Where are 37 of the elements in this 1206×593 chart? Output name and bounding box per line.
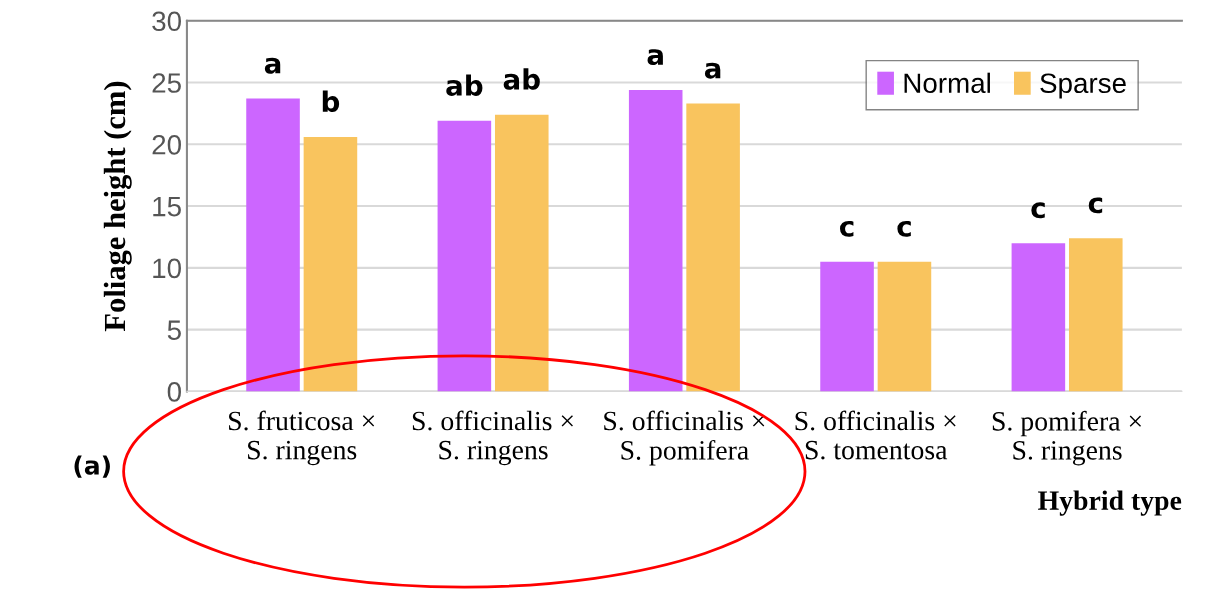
data-label: b: [322, 90, 340, 113]
data-label: c: [840, 220, 854, 237]
x-tick-label: S. pomifera × S. ringens: [992, 410, 1142, 466]
y-tick-label: 10: [153, 258, 181, 279]
bar: [1011, 243, 1066, 392]
x-tick-label: S. officinalis × S. pomifera: [604, 410, 765, 466]
bar: [1068, 238, 1123, 392]
bar: [303, 136, 358, 392]
data-label: ab: [503, 68, 540, 90]
y-tick-label: 30: [152, 11, 181, 32]
bar: [494, 114, 549, 392]
x-tick-label: S. officinalis × S. ringens: [412, 410, 573, 466]
bar: [686, 103, 740, 392]
data-label: c: [1088, 197, 1103, 214]
y-axis-title: Foliage height (cm): [103, 81, 132, 332]
bar: [628, 89, 683, 392]
data-label: ab: [446, 74, 483, 96]
data-label: a: [704, 62, 721, 79]
legend-label: Normal: [904, 72, 990, 94]
bar: [877, 261, 932, 392]
y-tick-label: 20: [152, 134, 181, 155]
y-tick-label: 0: [167, 382, 181, 402]
bar: [820, 261, 874, 392]
x-axis-title: Hybrid type: [1038, 490, 1182, 516]
legend-label: Sparse: [1040, 73, 1126, 99]
x-tick-label: S. officinalis × S. tomentosa: [795, 410, 956, 460]
data-label: c: [1031, 202, 1045, 219]
y-tick-label: 15: [153, 197, 181, 217]
y-tick-label: 25: [152, 73, 181, 93]
data-label: a: [647, 49, 663, 66]
data-label: a: [264, 57, 281, 74]
data-label: c: [897, 220, 911, 237]
bar: [246, 98, 300, 392]
y-tick-label: 5: [167, 320, 181, 340]
text: (a): [74, 455, 110, 478]
x-tick-label: S. fruticosa × S. ringens: [229, 410, 375, 466]
bar: [437, 120, 492, 392]
